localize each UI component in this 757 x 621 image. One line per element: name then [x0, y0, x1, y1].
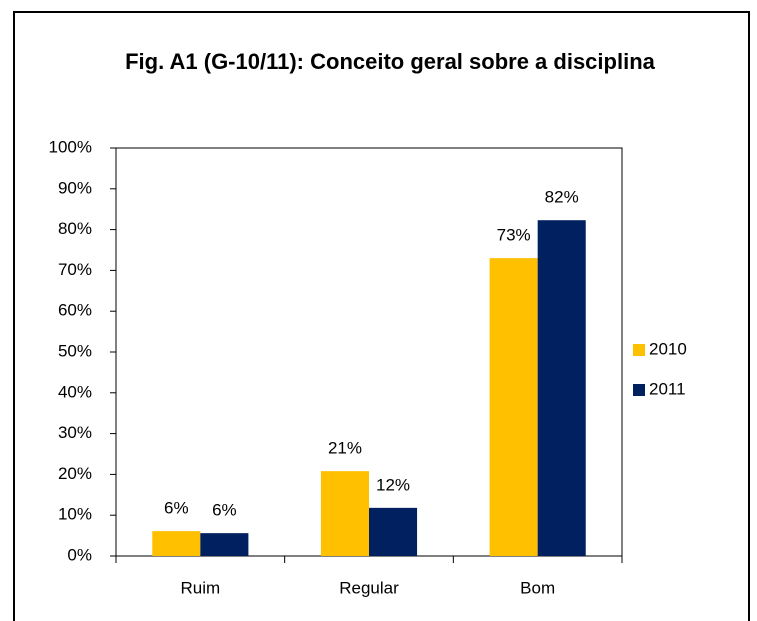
data-label: 21% [328, 439, 362, 458]
data-label: 6% [212, 501, 237, 520]
chart-frame [13, 11, 750, 621]
chart-title: Fig. A1 (G-10/11): Conceito geral sobre … [125, 49, 655, 74]
y-tick-label: 70% [58, 260, 92, 279]
bar [537, 220, 586, 556]
y-tick-label: 40% [58, 382, 92, 401]
bar [369, 507, 418, 556]
x-tick-label: Regular [339, 578, 399, 597]
data-label: 6% [164, 499, 189, 518]
bar [489, 258, 538, 556]
x-tick-label: Bom [520, 578, 555, 597]
bar [200, 533, 249, 556]
bar [320, 471, 369, 556]
y-tick-label: 80% [58, 219, 92, 238]
legend-swatch [633, 344, 645, 356]
y-tick-label: 10% [58, 505, 92, 524]
legend-label: 2011 [649, 379, 686, 398]
legend-label: 2010 [649, 339, 687, 358]
y-tick-label: 60% [58, 301, 92, 320]
data-label: 82% [545, 188, 579, 207]
y-tick-label: 0% [67, 545, 92, 564]
y-tick-label: 100% [49, 137, 92, 156]
y-tick-label: 30% [58, 423, 92, 442]
data-label: 12% [376, 475, 410, 494]
data-label: 73% [497, 226, 531, 245]
y-tick-label: 50% [58, 341, 92, 360]
x-tick-label: Ruim [180, 578, 220, 597]
legend-swatch [633, 384, 645, 396]
bar [152, 531, 201, 556]
y-tick-label: 90% [58, 178, 92, 197]
y-tick-label: 20% [58, 464, 92, 483]
